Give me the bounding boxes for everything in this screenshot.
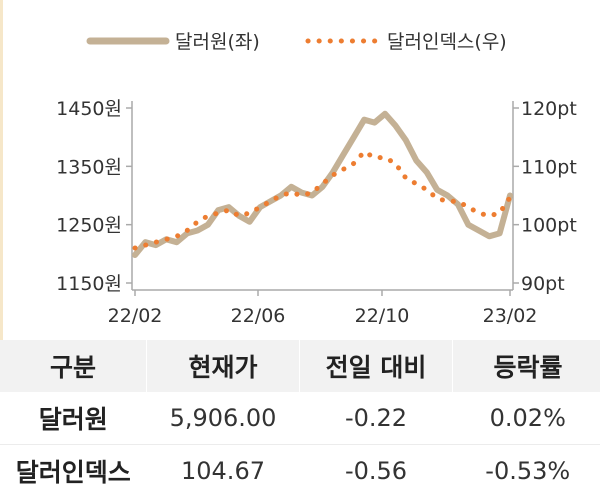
left-axis-tick-label: 1250원 — [56, 215, 122, 237]
header-current-price: 현재가 — [146, 340, 300, 392]
header-change-rate: 등락률 — [452, 340, 600, 392]
x-axis-tick-label: 22/06 — [231, 305, 286, 327]
x-axis-tick-label: 22/10 — [355, 305, 410, 327]
right-axis-tick-label: 120pt — [521, 98, 577, 120]
legend-label-dxy: 달러인덱스(우) — [387, 31, 507, 53]
table-row: 달러원 5,906.00 -0.22 0.02% — [0, 392, 600, 445]
left-axis-tick-label: 1350원 — [56, 156, 122, 178]
header-category: 구분 — [0, 340, 147, 392]
cell-krw-rate: 0.02% — [452, 392, 600, 445]
x-axis-tick-label: 23/02 — [483, 305, 538, 327]
left-axis-tick-label: 1450원 — [56, 98, 122, 120]
right-axis-tick-label: 100pt — [521, 215, 577, 237]
series-line-dxy — [132, 148, 513, 251]
legend-label-krw: 달러원(좌) — [175, 31, 260, 53]
series-line-krw — [132, 110, 513, 258]
right-axis-tick-label: 90pt — [521, 273, 565, 295]
right-axis-tick-label: 110pt — [521, 156, 577, 178]
left-accent-bar — [0, 0, 3, 340]
cell-krw-price: 5,906.00 — [146, 392, 300, 445]
x-axis-tick-label: 22/02 — [108, 305, 163, 327]
cell-dxy-rate: -0.53% — [485, 457, 571, 485]
table-row: 달러인덱스 104.67 -0.56 -0.53% — [0, 445, 600, 498]
quote-summary-table: 구분 현재가 전일 대비 등락률 달러원 5,906.00 -0.22 0.02… — [0, 340, 600, 497]
cell-dxy-price: 104.67 — [181, 457, 265, 485]
cell-dxy-change: -0.56 — [344, 457, 408, 485]
chart-legend: 달러원(좌) 달러인덱스(우) — [86, 31, 507, 53]
exchange-rate-chart: 달러원(좌) 달러인덱스(우) 1450원 1350원 1250원 1150원 120… — [56, 31, 577, 327]
row-label-dxy: 달러인덱스 — [15, 458, 131, 487]
table-header-row: 구분 현재가 전일 대비 등락률 — [0, 340, 600, 392]
cell-krw-change: -0.22 — [299, 392, 453, 445]
header-daily-change: 전일 대비 — [299, 340, 453, 392]
left-axis-tick-label: 1150원 — [56, 273, 122, 295]
row-label-krw: 달러원 — [0, 392, 147, 445]
